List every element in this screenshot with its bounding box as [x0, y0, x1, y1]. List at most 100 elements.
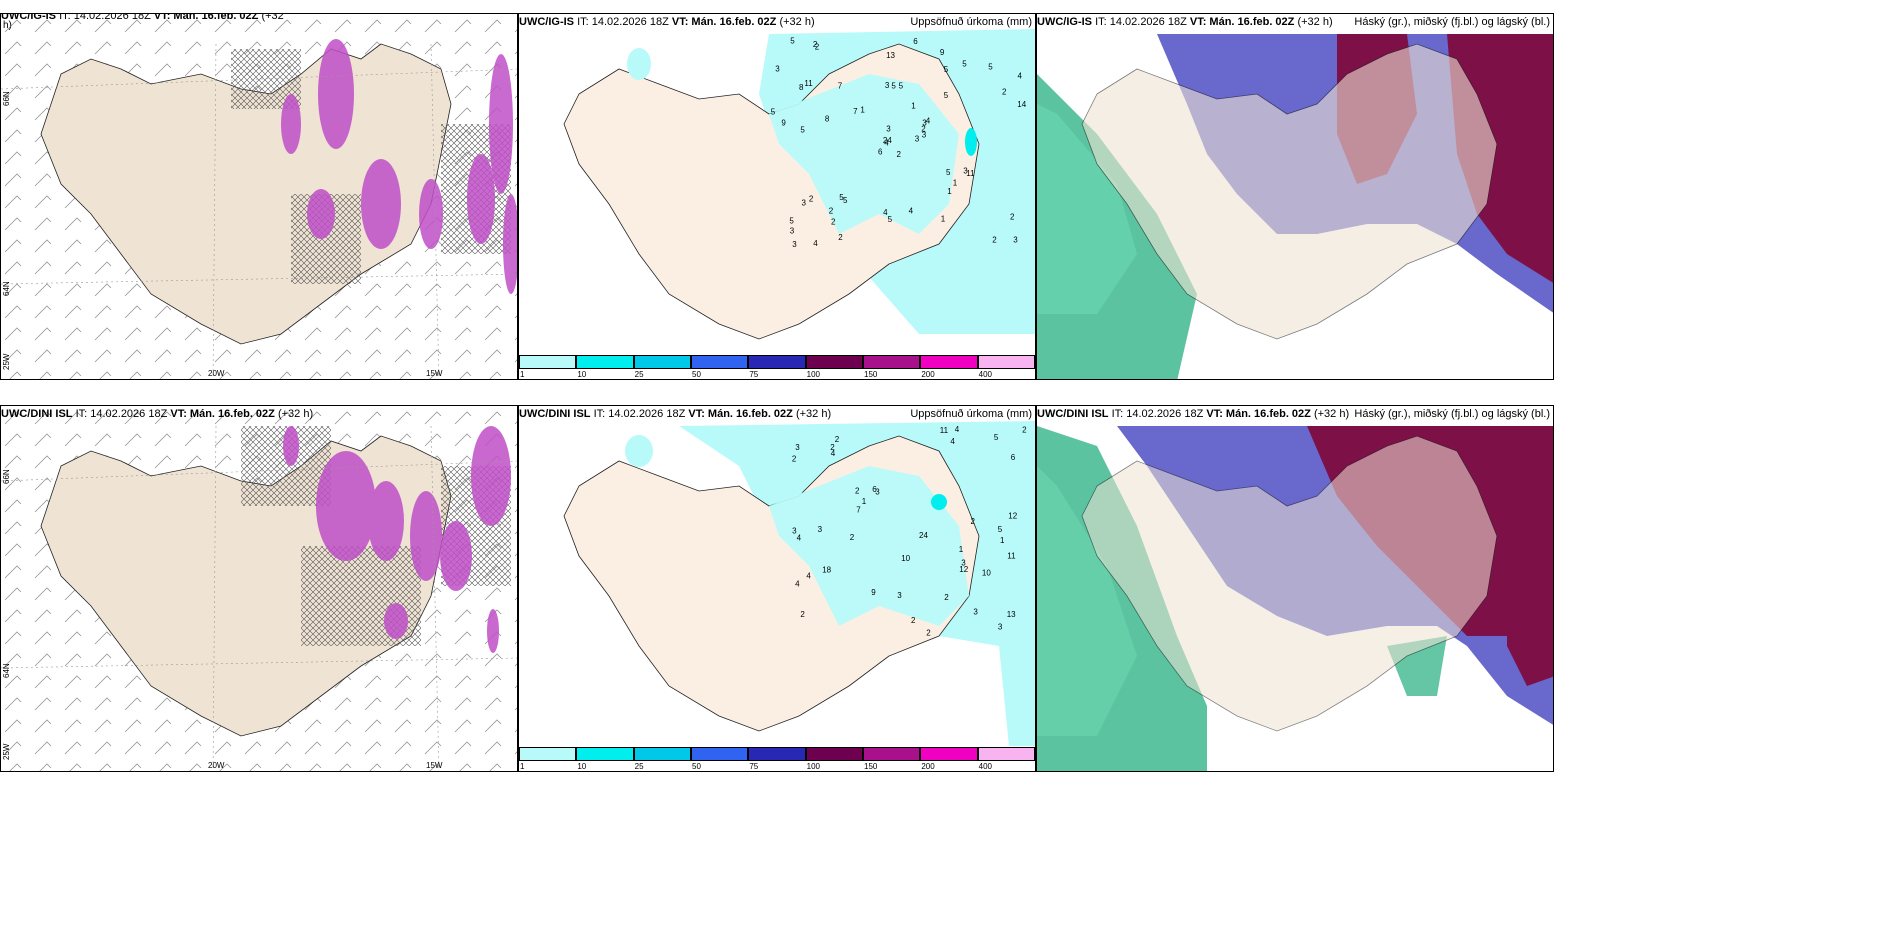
colorbar: 1 10 25 50 75 100 150 200 400 [519, 355, 1035, 379]
colorbar-swatch [920, 747, 978, 761]
colorbar-swatch [633, 747, 691, 761]
colorbar-tick-label: 100 [806, 762, 821, 771]
precip-value-label: 1 [862, 497, 867, 506]
lat-label-25w: 25W [2, 353, 11, 370]
precip-value-label: 2 [911, 616, 916, 625]
precip-value-label: 1 [1000, 536, 1005, 545]
wind-map [1, 14, 517, 379]
precip-value-label: 9 [871, 588, 876, 597]
precip-value-label: 5 [800, 125, 805, 134]
precip-value-label: 8 [799, 83, 804, 92]
panel-field-label: Háský (gr.), miðský (fj.bl.) og lágský (… [1354, 16, 1550, 28]
precip-value-label: 1 [860, 106, 865, 115]
lon-label-20w: 20W [208, 369, 225, 378]
precip-value-label: 1 [953, 179, 958, 188]
colorbar: 1 10 25 50 75 100 150 200 400 [519, 747, 1035, 771]
precip-map: 2845359553235465431213254111113951424437… [563, 29, 1035, 340]
cloud-map [1037, 406, 1553, 771]
precip-value-label: 3 [790, 227, 795, 236]
colorbar-swatch [863, 355, 921, 369]
lon-label-15w: 15W [426, 369, 443, 378]
colorbar-swatch [977, 355, 1035, 369]
precip-value-label: 5 [843, 196, 848, 205]
precip-value-label: 2 [850, 533, 855, 542]
colorbar-tick-label: 200 [921, 762, 935, 771]
precip-value-label: 5 [944, 65, 949, 74]
precip-value-label: 11 [1007, 551, 1016, 560]
lon-label-15w: 15W [426, 761, 443, 770]
precip-value-label: 9 [940, 48, 945, 57]
lon-label-20w: 20W [208, 761, 225, 770]
lat-label-64n: 64N [2, 281, 11, 296]
precip-value-label: 2 [1010, 213, 1015, 222]
colorbar-swatch [863, 747, 921, 761]
colorbar-tick-label: 50 [692, 762, 701, 771]
colorbar-swatch [920, 355, 978, 369]
precip-value-label: 3 [915, 134, 920, 143]
precip-value-label: 3 [1013, 236, 1018, 245]
precip-value-label: 3 [818, 525, 823, 534]
precip-value-label: 2 [944, 593, 949, 602]
lat-label-25w: 25W [2, 743, 11, 760]
colorbar-tick-label: 400 [978, 762, 993, 771]
precip-value-label: 3 [875, 488, 880, 497]
precip-value-label: 2 [1002, 88, 1007, 97]
colorbar-tick-label: 200 [921, 370, 935, 379]
panel-title: UWC/IG-IS IT: 14.02.2026 18Z VT: Mán. 16… [1037, 16, 1333, 28]
precip-value-label: 5 [946, 168, 951, 177]
precip-value-label: 4 [909, 207, 914, 216]
precip-value-label: 3 [775, 64, 780, 73]
precip-value-label: 6 [913, 37, 918, 46]
precip-value-label: 3 [961, 559, 966, 568]
precip-value-label: 2 [897, 150, 902, 159]
precip-value-label: 7 [856, 505, 861, 514]
precip-value-label: 2 [921, 125, 926, 134]
panel-title: UWC/IG-IS IT: 14.02.2026 18Z VT: Mán. 16… [1, 13, 284, 22]
precip-value-label: 4 [797, 534, 802, 543]
precip-value-label: 1 [941, 215, 946, 224]
colorbar-tick-label: 150 [864, 370, 878, 379]
colorbar-swatch [519, 747, 577, 761]
precip-value-label: 14 [1017, 100, 1026, 109]
precip-value-label: 6 [878, 148, 883, 157]
iceland-landmass [1081, 435, 1498, 732]
precip-value-label: 2 [831, 218, 836, 227]
precip-value-label: 2 [800, 610, 805, 619]
precip-value-label: 24 [919, 531, 928, 540]
precip-value-label: 10 [901, 554, 910, 563]
colorbar-swatch [748, 355, 806, 369]
precip-value-label: 10 [982, 568, 991, 577]
precip-value-label: 3 [973, 608, 978, 617]
precip-value-label: 2 [971, 517, 976, 526]
precip-value-label: 3 [795, 443, 800, 452]
colorbar-tick-label: 10 [577, 370, 587, 379]
colorbar-swatch [576, 355, 634, 369]
precip-value-label: 5 [839, 193, 844, 202]
wind-map [1, 406, 517, 771]
panel-title: UWC/DINI ISL IT: 14.02.2026 18Z VT: Mán.… [1, 408, 314, 420]
map-panel-igis-precip: UWC/IG-IS IT: 14.02.2026 18Z VT: Mán. 16… [518, 13, 1036, 380]
colorbar-tick-label: 100 [806, 370, 821, 379]
precip-value-label: 4 [926, 116, 931, 125]
precip-value-label: 13 [886, 51, 895, 60]
colorbar-swatch [633, 355, 691, 369]
precip-value-label: 3 [886, 124, 891, 133]
precip-shading [283, 426, 511, 653]
precip-value-label: 2 [809, 194, 814, 203]
precip-value-label: 2 [838, 233, 843, 242]
precip-value-label: 4 [831, 449, 836, 458]
precip-value-label: 5 [789, 217, 794, 226]
precip-value-label: 5 [888, 215, 893, 224]
panel-field-label: Háský (gr.), miðský (fj.bl.) og lágský (… [1354, 408, 1550, 420]
precip-value-label: 11 [804, 79, 813, 88]
colorbar-swatch [805, 355, 863, 369]
colorbar-swatch [977, 747, 1035, 761]
precip-value-label: 4 [955, 425, 960, 434]
precip-value-label: 1 [959, 545, 964, 554]
precip-value-label: 4 [884, 138, 889, 147]
precip-value-label: 5 [944, 91, 949, 100]
precip-value-label: 7 [853, 107, 858, 116]
precip-value-label: 2 [926, 629, 931, 638]
precip-value-label: 2 [855, 486, 860, 495]
precip-value-label: 3 [963, 167, 968, 176]
